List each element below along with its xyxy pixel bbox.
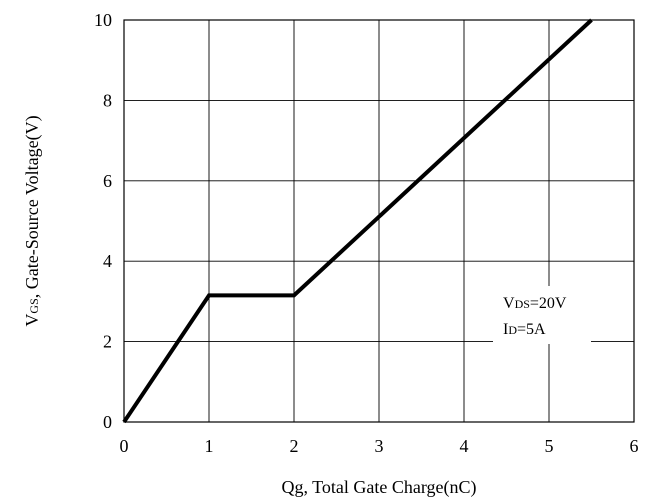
x-tick-label: 5 — [545, 436, 554, 456]
annotation-id-rest: =5A — [517, 321, 546, 338]
y-tick-label: 0 — [103, 412, 112, 432]
x-tick-label: 1 — [205, 436, 214, 456]
y-axis-label: VGS, Gate-Source Voltage(V) — [22, 115, 43, 326]
x-axis-label: Qg, Total Gate Charge(nC) — [281, 477, 476, 498]
x-tick-label: 4 — [460, 436, 469, 456]
annotation-vds-sub: DS — [515, 297, 530, 311]
x-tick-label: 6 — [630, 436, 639, 456]
annotation-vds: VDS=20V — [503, 295, 567, 312]
annotation-id-main: I — [503, 321, 508, 338]
x-tick-label: 0 — [120, 436, 129, 456]
y-tick-label: 4 — [103, 251, 112, 271]
x-tick-label: 2 — [290, 436, 299, 456]
annotation-id-sub: D — [508, 323, 517, 337]
plot-frame — [123, 19, 635, 423]
y-axis-label-rest: , Gate-Source Voltage(V) — [22, 115, 43, 298]
annotation-id: ID=5A — [503, 321, 546, 338]
y-tick-label: 10 — [94, 10, 112, 30]
y-axis-label-sub: GS — [27, 298, 41, 313]
x-tick-label: 3 — [375, 436, 384, 456]
annotation-vds-rest: =20V — [530, 295, 567, 312]
y-tick-label: 2 — [103, 332, 112, 352]
y-tick-label: 8 — [103, 90, 112, 110]
y-tick-label: 6 — [103, 171, 112, 191]
y-axis-label-v: V — [22, 314, 42, 327]
annotation-box — [493, 286, 591, 344]
series-line-0 — [122, 18, 593, 424]
y-tick-labels: 0 2 4 6 8 10 — [94, 10, 112, 432]
annotation-vds-main: V — [503, 295, 515, 312]
series-layer — [122, 18, 593, 424]
x-tick-labels: 0 1 2 3 4 5 6 — [120, 436, 639, 456]
grid — [124, 20, 634, 422]
